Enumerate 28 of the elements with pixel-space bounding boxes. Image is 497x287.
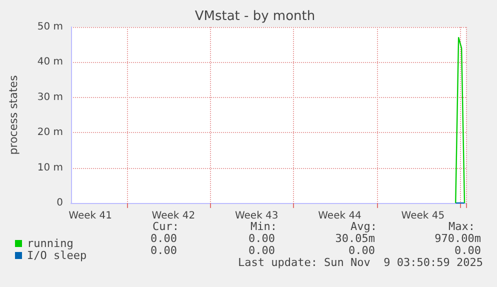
text: 970.00m [434,232,482,245]
x-tick-label: Week 43 [234,210,278,222]
text: Last update: Sun Nov 9 03:50:59 2025 [238,256,484,269]
x-tick-label: Week 41 [68,210,112,222]
y-tick-label: 0 [56,198,63,208]
y-tick-label: 20 m [37,127,63,138]
y-tick-label: 30 m [37,92,63,103]
text: Max: [448,220,476,233]
text: Min: [250,220,278,233]
y-axis-title: process states [7,75,20,155]
text: 0.00 [248,232,276,245]
text: 0.00 [150,244,178,257]
legend-label: I/O sleep [27,249,87,262]
text: 0.00 [348,244,376,257]
y-tick-label: 50 m [37,22,63,32]
chart-title: VMstat - by month [194,9,316,24]
x-tick-label: Week 45 [401,210,445,222]
x-tick-label: Week 44 [318,210,362,222]
text: 0.00 [454,244,482,257]
text: 0.00 [150,232,178,245]
legend-label: running [27,237,74,250]
y-tick-label: 40 m [37,56,63,68]
text: 30.05m [335,232,376,245]
text: Avg: [350,220,378,233]
text: 0.00 [248,244,276,257]
text: Cur: [152,220,180,233]
y-tick-label: 10 m [37,162,63,174]
x-tick-label: Week 42 [152,210,196,222]
